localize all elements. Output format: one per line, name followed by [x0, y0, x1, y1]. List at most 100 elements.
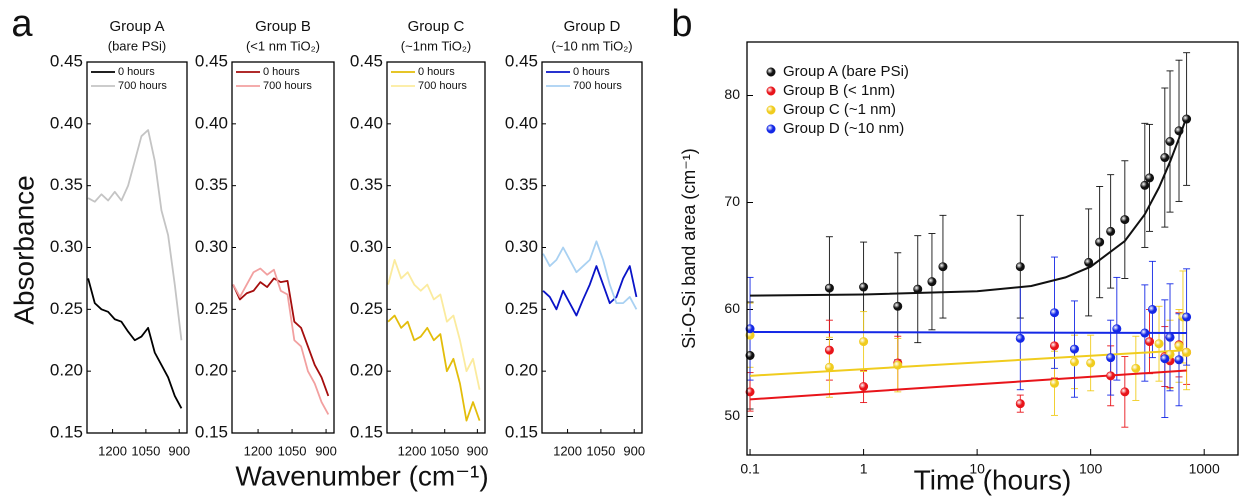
data-point — [1182, 114, 1192, 124]
x-tick-label: 1 — [860, 461, 868, 477]
data-point — [1084, 257, 1094, 267]
x-tick-label: 900 — [168, 443, 190, 458]
legend-marker — [766, 124, 776, 134]
x-tick-label: 1200 — [553, 443, 582, 458]
y-tick-label: 0.40 — [50, 113, 83, 132]
y-tick-label: 0.15 — [505, 422, 538, 441]
fit-line — [749, 349, 1187, 377]
x-tick-label: 1200 — [244, 443, 273, 458]
y-tick-label: 0.30 — [50, 237, 83, 256]
chart-title: Group C — [408, 18, 465, 35]
data-point — [1095, 237, 1105, 247]
chart-title: Group B — [255, 18, 311, 35]
x-tick-label: 900 — [623, 443, 645, 458]
x-tick-label: 900 — [467, 443, 489, 458]
data-point — [745, 324, 755, 334]
y-tick-label: 0.35 — [50, 175, 83, 194]
data-point — [745, 350, 755, 360]
y-tick-label: 0.45 — [505, 51, 538, 70]
y-tick-label: 0.25 — [350, 299, 383, 318]
data-point — [1106, 371, 1116, 381]
data-point — [1049, 308, 1059, 318]
data-point — [1140, 180, 1150, 190]
data-point — [1165, 137, 1175, 147]
plot-lines — [87, 129, 183, 409]
legend-label: 700 hours — [263, 80, 312, 92]
x-tick-label: 1050 — [278, 443, 307, 458]
data-point — [1120, 215, 1130, 225]
data-point — [1112, 324, 1122, 334]
chart-title: Group D — [564, 18, 621, 35]
data-point — [1120, 387, 1130, 397]
data-point — [1131, 363, 1141, 373]
data-point — [1106, 226, 1116, 236]
y-tick-label: 0.40 — [505, 113, 538, 132]
y-tick-label: 70 — [724, 193, 740, 209]
data-point — [1160, 354, 1170, 364]
data-point — [824, 362, 834, 372]
data-point — [859, 282, 869, 292]
plot-frame — [386, 61, 486, 434]
y-tick-label: 0.20 — [350, 361, 383, 380]
data-point — [1174, 126, 1184, 136]
x-tick-label: 100 — [1079, 461, 1103, 477]
y-tick-label: 0.45 — [195, 51, 228, 70]
data-point — [913, 284, 923, 294]
y-tick-label: 0.25 — [505, 299, 538, 318]
y-tick-label: 0.20 — [505, 361, 538, 380]
x-tick-label: 1200 — [98, 443, 127, 458]
plot-frame — [541, 61, 643, 434]
panel-label: b — [671, 3, 692, 45]
y-tick-label: 0.25 — [50, 299, 83, 318]
chart-subtitle: (~10 nm TiO₂) — [551, 38, 632, 53]
data-point — [1182, 312, 1192, 322]
legend-label: 0 hours — [263, 66, 300, 78]
y-axis-title: Si-O-Si band area (cm⁻¹) — [679, 148, 699, 349]
data-point — [1174, 341, 1184, 351]
plot-frame — [86, 61, 188, 434]
spectrum-line — [387, 258, 481, 390]
y-tick-label: 0.30 — [505, 237, 538, 256]
y-tick-label: 0.30 — [350, 237, 383, 256]
data-point — [1145, 173, 1155, 183]
data-point — [859, 337, 869, 347]
y-tick-label: 60 — [724, 300, 740, 316]
legend-label: 700 hours — [418, 80, 467, 92]
legend-label: 0 hours — [573, 66, 610, 78]
plot-lines — [232, 267, 330, 415]
plot-frame — [746, 41, 1239, 456]
data-point — [1015, 399, 1025, 409]
y-tick-label: 0.15 — [50, 422, 83, 441]
data-point — [893, 360, 903, 370]
data-point — [1106, 353, 1116, 363]
y-tick-label: 0.20 — [195, 361, 228, 380]
chart-subtitle: (bare PSi) — [108, 38, 167, 53]
legend-label: 700 hours — [118, 80, 167, 92]
data-point — [1165, 332, 1175, 342]
chart-title: Group A — [109, 18, 164, 35]
fit-line — [750, 330, 1187, 335]
x-tick-label: 1200 — [398, 443, 427, 458]
data-point — [938, 262, 948, 272]
y-tick-label: 0.35 — [350, 175, 383, 194]
fit-line — [749, 369, 1187, 401]
legend-label: 700 hours — [573, 80, 622, 92]
spectrum-line — [542, 240, 638, 310]
x-axis-title: Wavenumber (cm⁻¹) — [235, 460, 488, 491]
data-point — [1049, 341, 1059, 351]
data-point — [1147, 304, 1157, 314]
legend-marker — [766, 86, 776, 96]
plot-lines — [387, 258, 481, 422]
y-tick-label: 0.45 — [350, 51, 383, 70]
spectrum-line — [232, 277, 330, 397]
y-tick-label: 0.15 — [350, 422, 383, 441]
plot-frame — [231, 61, 335, 434]
data-point — [1174, 355, 1184, 365]
y-tick-label: 0.20 — [50, 361, 83, 380]
y-tick-label: 0.40 — [195, 113, 228, 132]
spectrum-line — [87, 129, 183, 341]
y-tick-label: 0.40 — [350, 113, 383, 132]
plot-lines — [542, 240, 638, 317]
data-point — [1140, 328, 1150, 338]
